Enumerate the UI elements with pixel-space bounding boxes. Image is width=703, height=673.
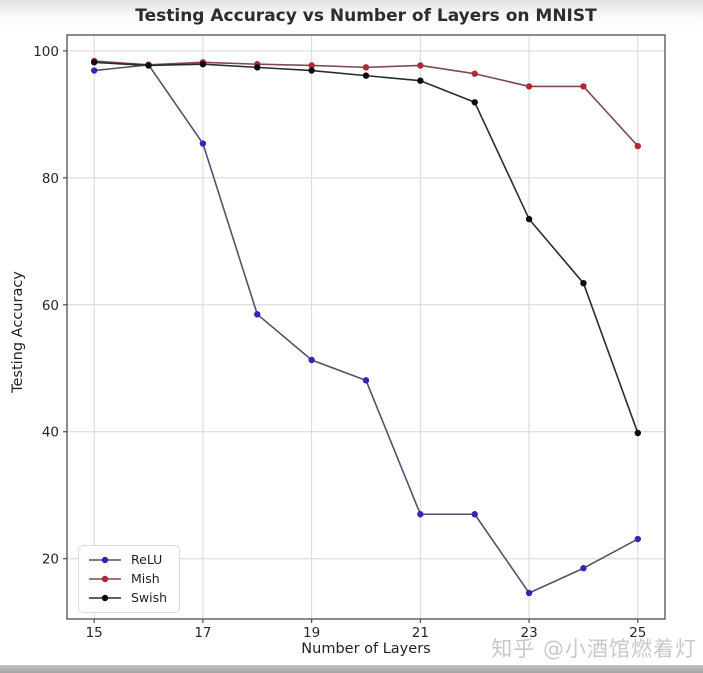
data-point-swish-17: [199, 60, 207, 68]
x-tick-label: 15: [86, 625, 103, 641]
data-point-swish-15: [90, 59, 98, 66]
data-point-swish-19: [308, 67, 315, 74]
data-point-swish-23: [525, 215, 533, 223]
chart-title: Testing Accuracy vs Number of Layers on …: [135, 6, 597, 26]
data-point-relu-20: [362, 377, 370, 384]
legend-marker-swish-icon: [89, 594, 121, 602]
top-gradient-band: [0, 0, 703, 30]
data-point-swish-21: [417, 77, 424, 84]
x-tick-label: 21: [412, 625, 429, 641]
x-tick-label: 19: [303, 625, 320, 641]
data-point-relu-25: [634, 535, 642, 543]
bottom-gray-strip: [0, 665, 703, 673]
legend-marker-relu-icon: [89, 556, 121, 564]
data-point-swish-25: [634, 429, 642, 437]
data-point-mish-24: [580, 83, 587, 90]
y-tick-label: 40: [42, 425, 59, 441]
legend-label-relu: ReLU: [131, 552, 163, 567]
data-point-relu-21: [417, 511, 424, 518]
x-tick-label: 25: [629, 625, 646, 641]
plot-frame: [66, 34, 666, 620]
x-tick-label: 17: [194, 625, 211, 641]
data-point-mish-23: [525, 83, 533, 90]
data-point-relu-19: [308, 356, 315, 364]
data-point-swish-18: [254, 64, 261, 71]
y-tick-label: 100: [33, 44, 59, 60]
x-tick-label: 23: [520, 625, 537, 641]
series-line-relu: [94, 64, 639, 594]
data-point-relu-15: [90, 67, 98, 74]
y-tick-label: 80: [42, 171, 59, 187]
data-point-relu-24: [580, 565, 587, 572]
y-tick-label: 20: [42, 552, 59, 568]
data-point-relu-17: [199, 140, 207, 147]
data-point-relu-18: [254, 311, 261, 318]
data-point-mish-22: [471, 70, 478, 77]
data-point-mish-19: [308, 62, 315, 69]
data-point-swish-20: [362, 72, 370, 79]
legend-item-relu: ReLU: [88, 552, 167, 568]
data-point-swish-24: [580, 280, 587, 287]
watermark: 知乎 @小酒馆燃着灯: [491, 637, 697, 661]
legend: ReLU Mish Swish: [78, 545, 181, 613]
y-axis-label: Testing Accuracy: [10, 271, 26, 393]
data-point-relu-22: [471, 511, 478, 518]
x-axis-label: Number of Layers: [301, 641, 431, 657]
data-point-relu-23: [525, 589, 533, 597]
legend-marker-mish-icon: [89, 575, 121, 583]
legend-label-mish: Mish: [131, 571, 160, 586]
legend-label-swish: Swish: [131, 590, 168, 605]
data-point-swish-22: [471, 99, 478, 106]
data-point-mish-20: [362, 64, 370, 71]
data-point-swish-16: [145, 62, 152, 69]
legend-item-swish: Swish: [88, 590, 167, 606]
legend-item-mish: Mish: [88, 571, 167, 587]
data-point-mish-21: [417, 62, 424, 69]
y-tick-label: 60: [42, 298, 59, 314]
data-point-mish-25: [634, 142, 642, 150]
